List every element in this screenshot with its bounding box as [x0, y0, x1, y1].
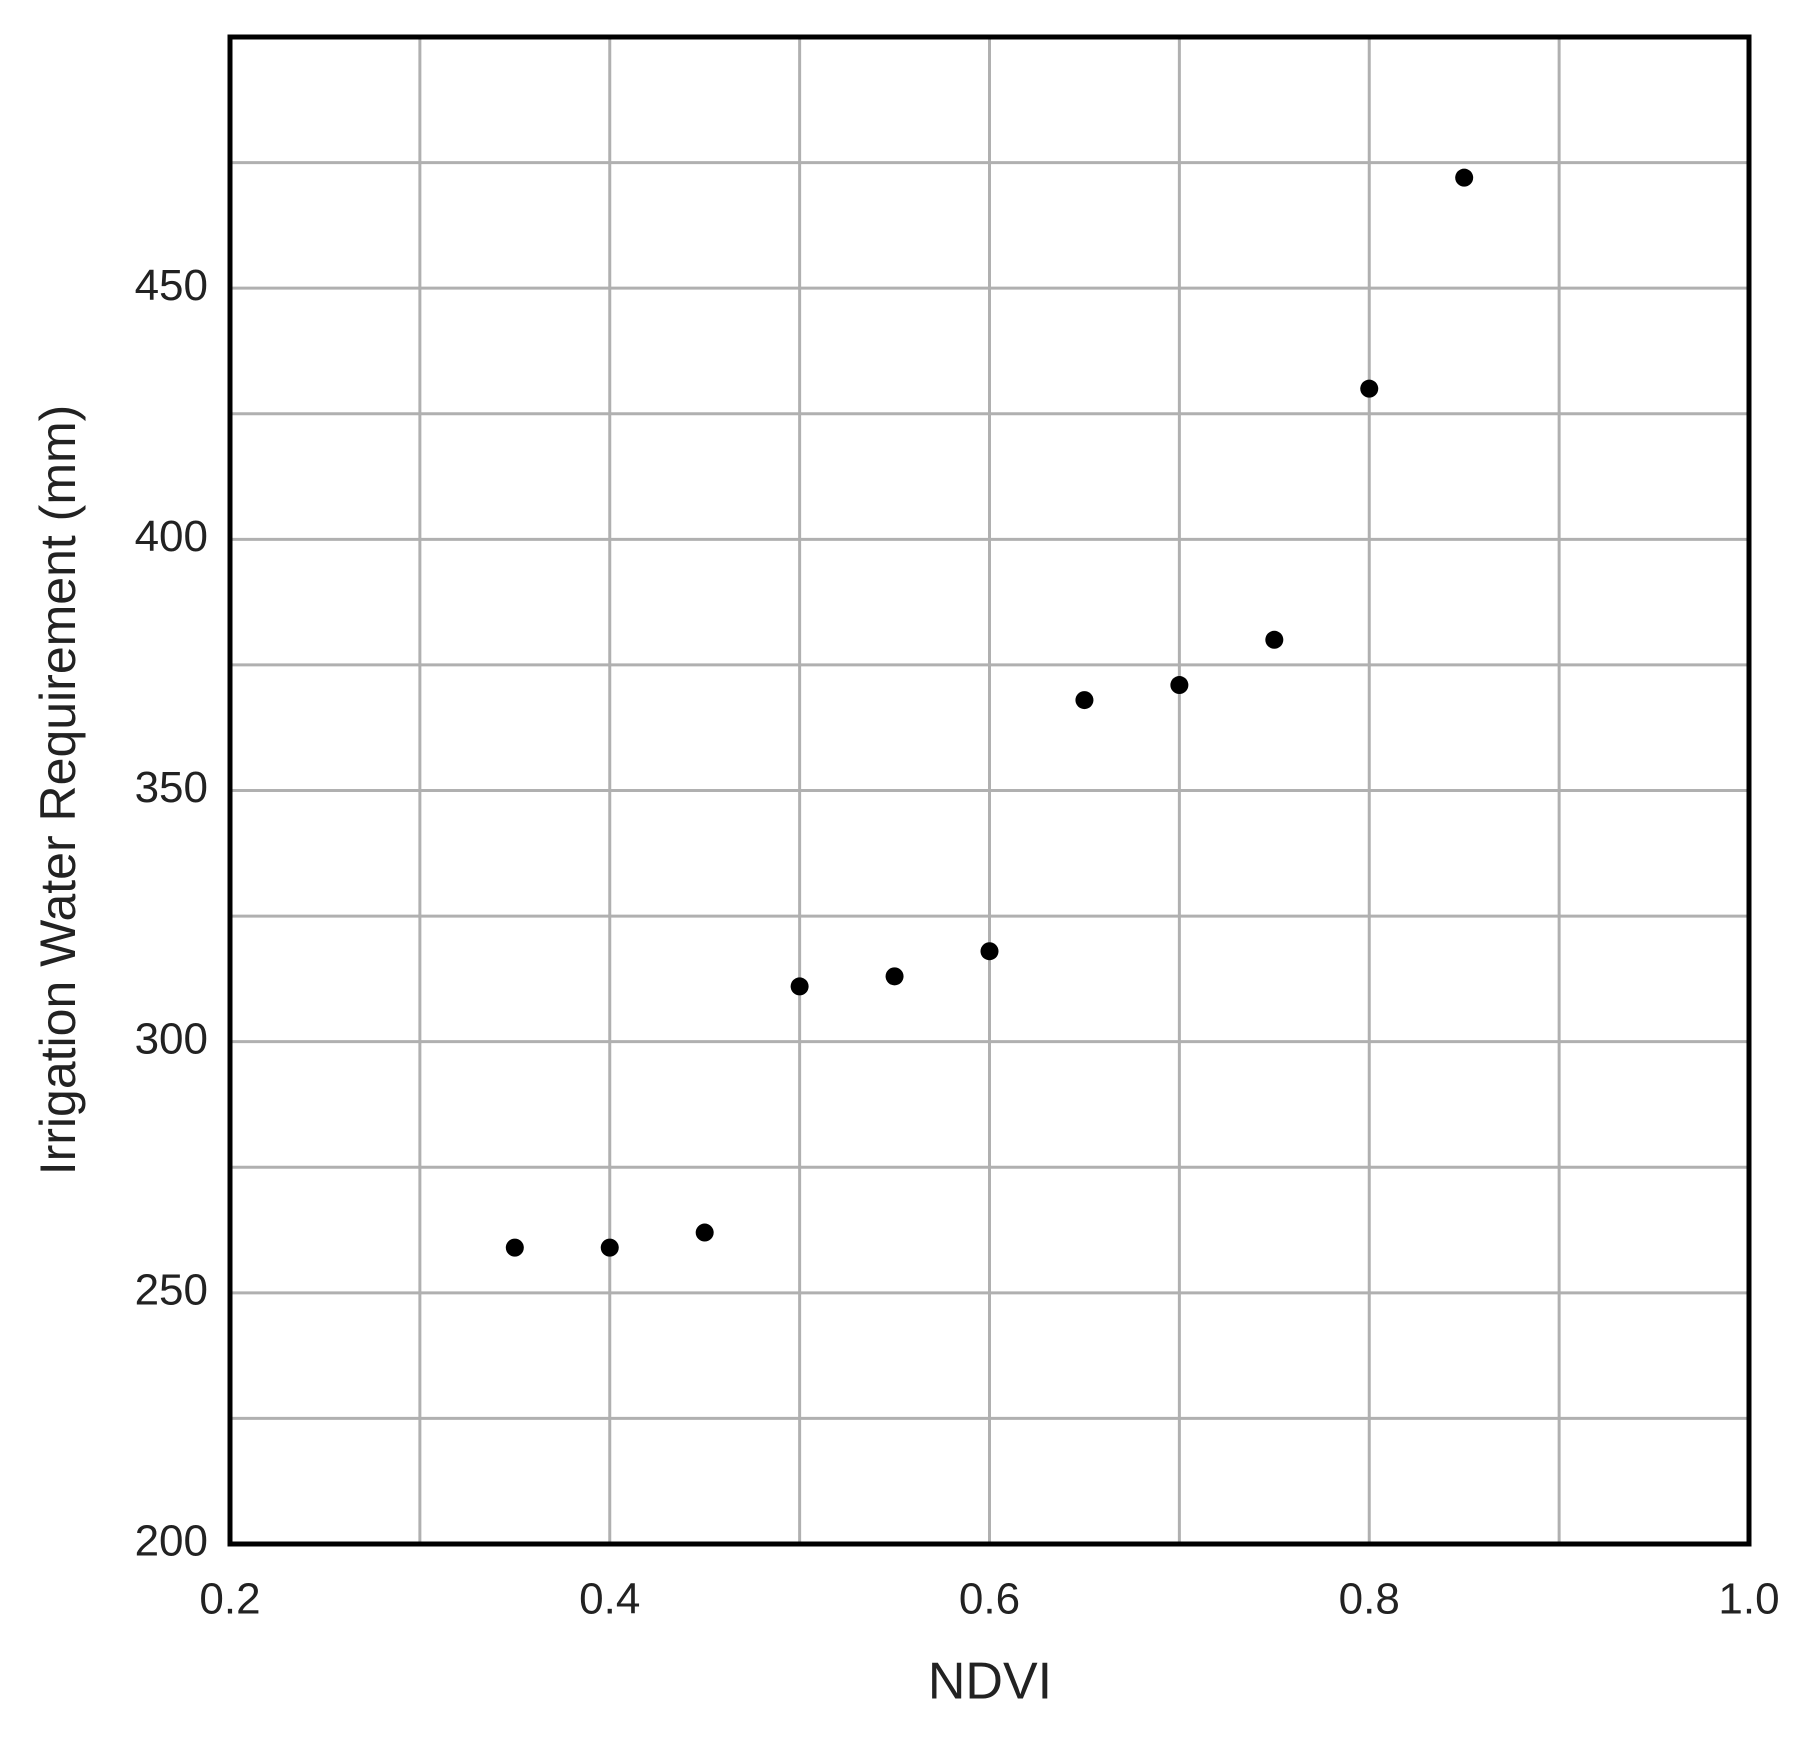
y-tick-label: 300: [135, 1014, 208, 1063]
y-tick-label: 350: [135, 763, 208, 812]
x-axis-label: NDVI: [928, 1653, 1052, 1711]
x-tick-label: 0.2: [199, 1575, 260, 1624]
point: [1170, 676, 1189, 695]
y-axis-label: Irrigation Water Requirement (mm): [30, 405, 86, 1176]
x-tick-label: 1.0: [1718, 1575, 1779, 1624]
point: [1265, 630, 1284, 649]
y-tick-label: 250: [135, 1265, 208, 1314]
x-tick-label: 0.8: [1339, 1575, 1400, 1624]
point: [1455, 168, 1474, 187]
point: [695, 1223, 714, 1242]
x-tick-label: 0.6: [959, 1575, 1020, 1624]
x-tick-label: 0.4: [579, 1575, 640, 1624]
point: [980, 942, 999, 961]
point: [885, 967, 904, 986]
point: [1075, 691, 1094, 710]
point: [790, 977, 809, 996]
point: [505, 1238, 524, 1257]
y-tick-label: 400: [135, 512, 208, 561]
y-tick-label: 200: [135, 1517, 208, 1566]
grid: [228, 37, 1751, 1546]
y-tick-label: 450: [135, 261, 208, 310]
plot-frame: [227, 34, 1752, 1547]
point: [1360, 379, 1379, 398]
point: [600, 1238, 619, 1257]
